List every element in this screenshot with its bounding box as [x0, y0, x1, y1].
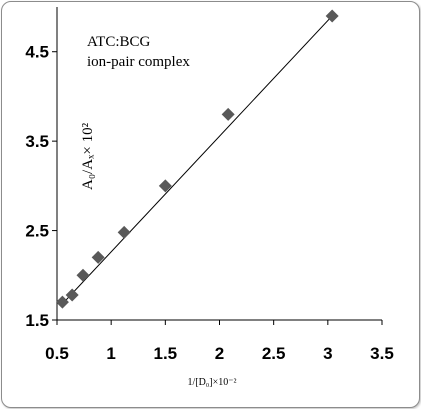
data-point-diamond: [221, 107, 235, 121]
data-point-diamond: [158, 179, 172, 193]
x-tick-label: 0.5: [45, 344, 69, 363]
data-point-diamond: [325, 9, 339, 23]
x-tick-label: 2: [215, 344, 224, 363]
data-point-diamond: [76, 268, 90, 282]
x-tick-label: 3.5: [370, 344, 394, 363]
x-axis-label: 1/[D₀]×10⁻²: [187, 377, 236, 388]
x-tick-label: 2.5: [262, 344, 286, 363]
y-axis-label: A₀/Aₓ× 10²: [80, 122, 96, 190]
data-point-diamond: [55, 295, 69, 309]
y-tick-label: 2.5: [25, 222, 49, 241]
annotation-line-1: ATC:BCG: [87, 34, 151, 50]
trend-line: [62, 15, 333, 305]
data-point-diamond: [65, 288, 79, 302]
data-point-diamond: [91, 250, 105, 264]
annotation-line-2: ion-pair complex: [87, 54, 190, 70]
x-tick-label: 3: [323, 344, 332, 363]
x-tick-label: 1: [106, 344, 115, 363]
y-tick-label: 4.5: [25, 43, 49, 62]
data-points: [55, 9, 339, 309]
data-point-diamond: [117, 225, 131, 239]
y-axis-ticks: 1.5 2.5 3.5 4.5: [25, 43, 57, 330]
y-tick-label: 1.5: [25, 311, 49, 330]
x-axis-ticks: 0.5 1 1.5 2 2.5 3 3.5: [45, 320, 394, 363]
x-tick-label: 1.5: [154, 344, 178, 363]
y-tick-label: 3.5: [25, 132, 49, 151]
